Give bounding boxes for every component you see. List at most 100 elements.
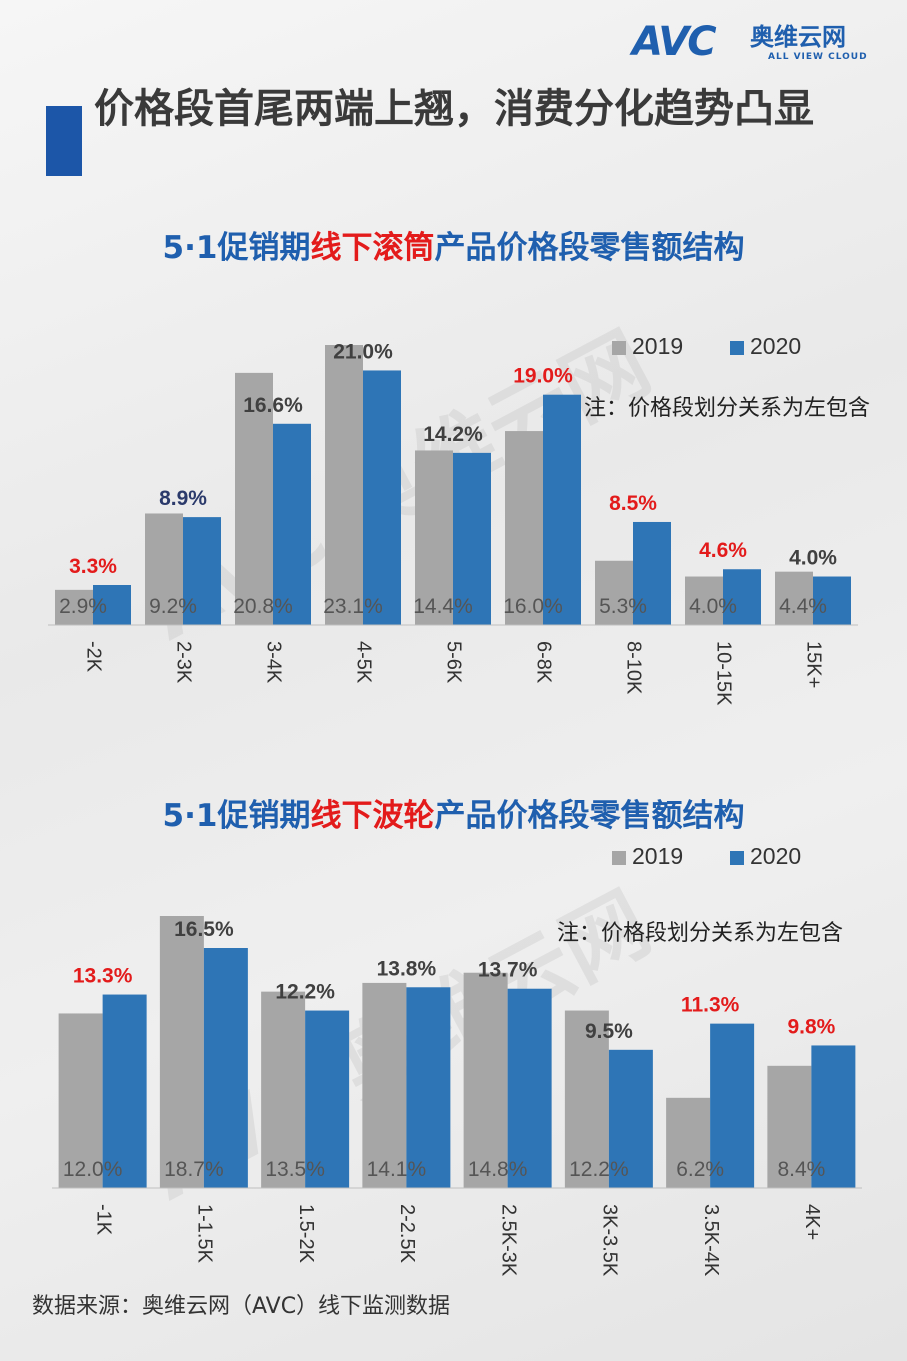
bar-2019-3-4K <box>235 372 273 625</box>
label-2019-2-3K: 9.2% <box>149 595 197 618</box>
bar-2019-4K+ <box>767 1065 812 1188</box>
label-2019-5-6K: 14.4% <box>413 595 473 618</box>
bar-2020-10-15K <box>723 569 761 625</box>
category-label-3-4K: 3-4K <box>263 641 285 684</box>
label-2019-2-2.5K: 14.1% <box>367 1158 427 1181</box>
label-2019-15K+: 4.4% <box>779 595 827 618</box>
bar-2020-4K+ <box>811 1045 856 1188</box>
label-2020-4-5K: 21.0% <box>333 340 393 363</box>
legend-label-2019: 2019 <box>632 333 683 359</box>
label-2019--1K: 12.0% <box>63 1158 123 1181</box>
bar-2019-3K-3.5K <box>564 1010 609 1188</box>
bar-2019-15K+ <box>775 571 813 625</box>
category-label-8-10K: 8-10K <box>623 641 645 695</box>
chart1-title-prefix: 5·1促销期 <box>162 230 311 266</box>
bar-2020-1-1.5K <box>203 948 248 1188</box>
legend-label-2020: 2020 <box>750 333 801 359</box>
category-label-1-1.5K: 1-1.5K <box>194 1204 216 1264</box>
label-2020-1-1.5K: 16.5% <box>174 918 234 941</box>
logo-mark: AVC <box>632 19 717 65</box>
brand-logo: AVC 奥维云网 ALL VIEW CLOUD <box>632 20 892 70</box>
bar-2019-2-3K <box>145 513 183 625</box>
chart1-title: 5·1促销期线下滚筒产品价格段零售额结构 <box>0 228 907 268</box>
bar-2020-6-8K <box>543 394 581 625</box>
chart2-title-highlight: 线下波轮 <box>310 798 435 834</box>
label-2020-3K-3.5K: 9.5% <box>585 1020 633 1043</box>
bar-2019-10-15K <box>685 576 723 625</box>
label-2020-15K+: 4.0% <box>789 547 837 570</box>
legend-swatch-2020 <box>730 341 744 355</box>
bar-2019-4-5K <box>325 345 363 625</box>
label-2020-5-6K: 14.2% <box>423 423 483 446</box>
bar-2019-2.5K-3K <box>463 972 508 1188</box>
legend-label-2019: 2019 <box>632 843 683 869</box>
bar-2020-3K-3.5K <box>608 1049 653 1188</box>
category-label-15K+: 15K+ <box>803 641 825 688</box>
bar-2020-1.5-2K <box>305 1010 350 1188</box>
bar-2019-1.5-2K <box>261 991 306 1188</box>
bar-2019-5-6K <box>415 450 453 625</box>
label-2019--2K: 2.9% <box>59 595 107 618</box>
category-label--1K: -1K <box>92 1204 114 1236</box>
label-2020-3-4K: 16.6% <box>243 394 303 417</box>
bar-2020-2-2.5K <box>406 987 451 1188</box>
chart-note: 注：价格段划分关系为左包含 <box>557 921 843 946</box>
category-label-3.5K-4K: 3.5K-4K <box>700 1204 722 1277</box>
label-2020--2K: 3.3% <box>69 555 117 578</box>
label-2020-2.5K-3K: 13.7% <box>478 959 538 982</box>
page-headline: 价格段首尾两端上翘，消费分化趋势凸显 <box>94 86 814 132</box>
label-2019-10-15K: 4.0% <box>689 595 737 618</box>
bar-2019-3.5K-4K <box>666 1097 711 1188</box>
category-label-2-3K: 2-3K <box>173 641 195 684</box>
logo-english-name: ALL VIEW CLOUD <box>768 52 868 62</box>
label-2019-1.5-2K: 13.5% <box>265 1158 325 1181</box>
bar-2020-3.5K-4K <box>710 1023 755 1188</box>
category-label-6-8K: 6-8K <box>533 641 555 684</box>
chart1-title-highlight: 线下滚筒 <box>310 230 435 266</box>
label-2020-2-2.5K: 13.8% <box>377 957 437 980</box>
label-2019-2.5K-3K: 14.8% <box>468 1158 528 1181</box>
label-2020-4K+: 9.8% <box>787 1015 835 1038</box>
category-label-2-2.5K: 2-2.5K <box>396 1204 418 1264</box>
legend-swatch-2019 <box>612 341 626 355</box>
bar-2019-8-10K <box>595 560 633 625</box>
label-2019-4K+: 8.4% <box>777 1158 825 1181</box>
legend-label-2020: 2020 <box>750 843 801 869</box>
category-label-2.5K-3K: 2.5K-3K <box>497 1204 519 1277</box>
chart2-title-prefix: 5·1促销期 <box>162 798 311 834</box>
bar-2020-8-10K <box>633 521 671 625</box>
chart-note: 注：价格段划分关系为左包含 <box>584 396 870 421</box>
bar-2020--1K <box>102 994 147 1188</box>
bar-2019-6-8K <box>505 431 543 625</box>
bar-2020-2.5K-3K <box>507 988 552 1188</box>
bar-2020-4-5K <box>363 370 401 625</box>
bar-2020-3-4K <box>273 423 311 625</box>
label-2019-3.5K-4K: 6.2% <box>676 1158 724 1181</box>
chart2-bar-chart: 2019 2020 注：价格段划分关系为左包含 12.0% 13.3% -1K 18.7% 1… <box>52 843 862 1277</box>
category-label-1.5-2K: 1.5-2K <box>295 1204 317 1264</box>
logo-chinese-name: 奥维云网 <box>750 23 846 51</box>
label-2019-4-5K: 23.1% <box>323 595 383 618</box>
headline-accent-bar <box>46 106 82 176</box>
legend-swatch-2019 <box>612 851 626 865</box>
chart1-title-suffix: 产品价格段零售额结构 <box>434 230 745 266</box>
label-2019-8-10K: 5.3% <box>599 595 647 618</box>
label-2019-3K-3.5K: 12.2% <box>569 1158 629 1181</box>
category-label-4K+: 4K+ <box>801 1204 823 1240</box>
bar-2019-1-1.5K <box>159 916 204 1188</box>
label-2020-2-3K: 8.9% <box>159 487 207 510</box>
bar-2020--2K <box>93 585 131 625</box>
chart2-title: 5·1促销期线下波轮产品价格段零售额结构 <box>0 796 907 836</box>
label-2020-3.5K-4K: 11.3% <box>681 994 740 1017</box>
chart1-bar-chart: 2019 2020 注：价格段划分关系为左包含 2.9% 3.3% -2K 9.2% 8.9%… <box>48 333 870 706</box>
label-2020-6-8K: 19.0% <box>513 365 573 388</box>
bar-2019--2K <box>55 589 93 625</box>
label-2019-1-1.5K: 18.7% <box>164 1158 224 1181</box>
chart2-title-suffix: 产品价格段零售额结构 <box>434 798 745 834</box>
bar-2019--1K <box>58 1013 103 1188</box>
category-label--2K: -2K <box>83 641 105 673</box>
data-source: 数据来源：奥维云网（AVC）线下监测数据 <box>32 1294 451 1319</box>
label-2020-8-10K: 8.5% <box>609 492 657 515</box>
label-2020-10-15K: 4.6% <box>699 539 747 562</box>
